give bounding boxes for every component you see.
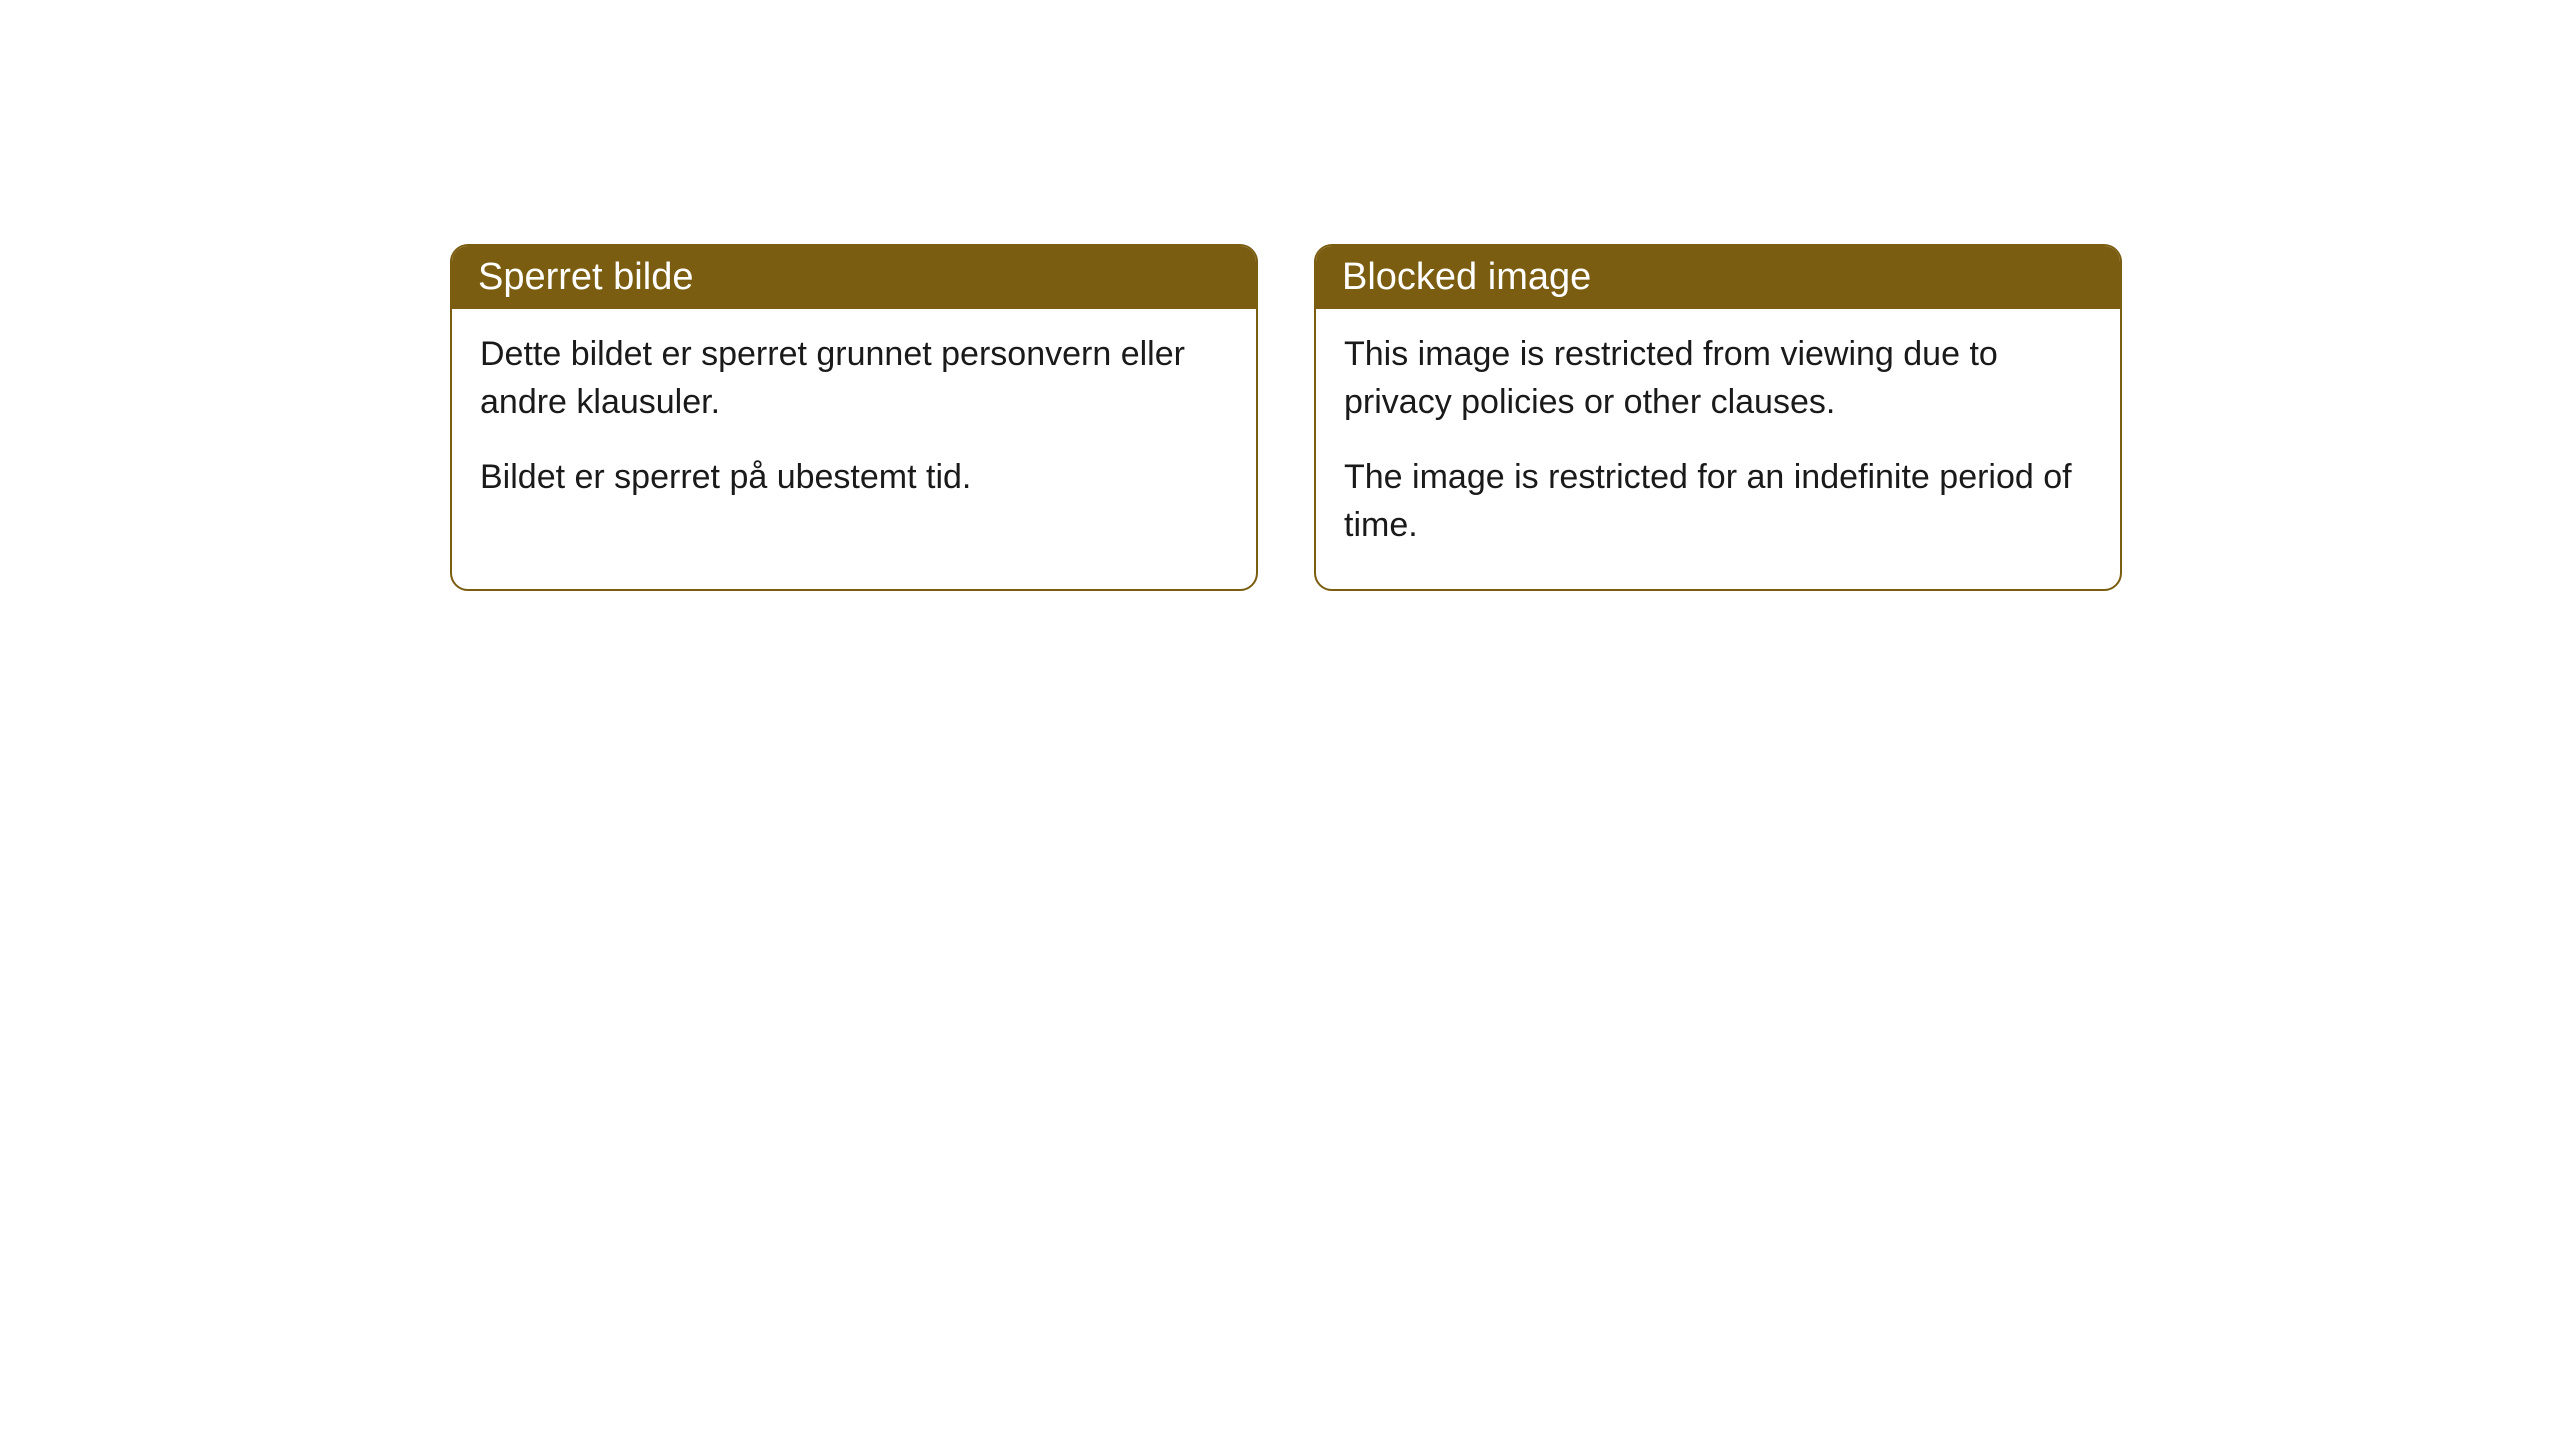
card-paragraph: The image is restricted for an indefinit… [1344,454,2092,549]
card-body-english: This image is restricted from viewing du… [1316,309,2120,589]
notice-cards-container: Sperret bilde Dette bildet er sperret gr… [450,244,2122,591]
card-header-norwegian: Sperret bilde [452,246,1256,309]
blocked-image-card-norwegian: Sperret bilde Dette bildet er sperret gr… [450,244,1258,591]
card-paragraph: Dette bildet er sperret grunnet personve… [480,331,1228,426]
card-header-english: Blocked image [1316,246,2120,309]
card-paragraph: Bildet er sperret på ubestemt tid. [480,454,1228,502]
blocked-image-card-english: Blocked image This image is restricted f… [1314,244,2122,591]
card-paragraph: This image is restricted from viewing du… [1344,331,2092,426]
card-body-norwegian: Dette bildet er sperret grunnet personve… [452,309,1256,542]
